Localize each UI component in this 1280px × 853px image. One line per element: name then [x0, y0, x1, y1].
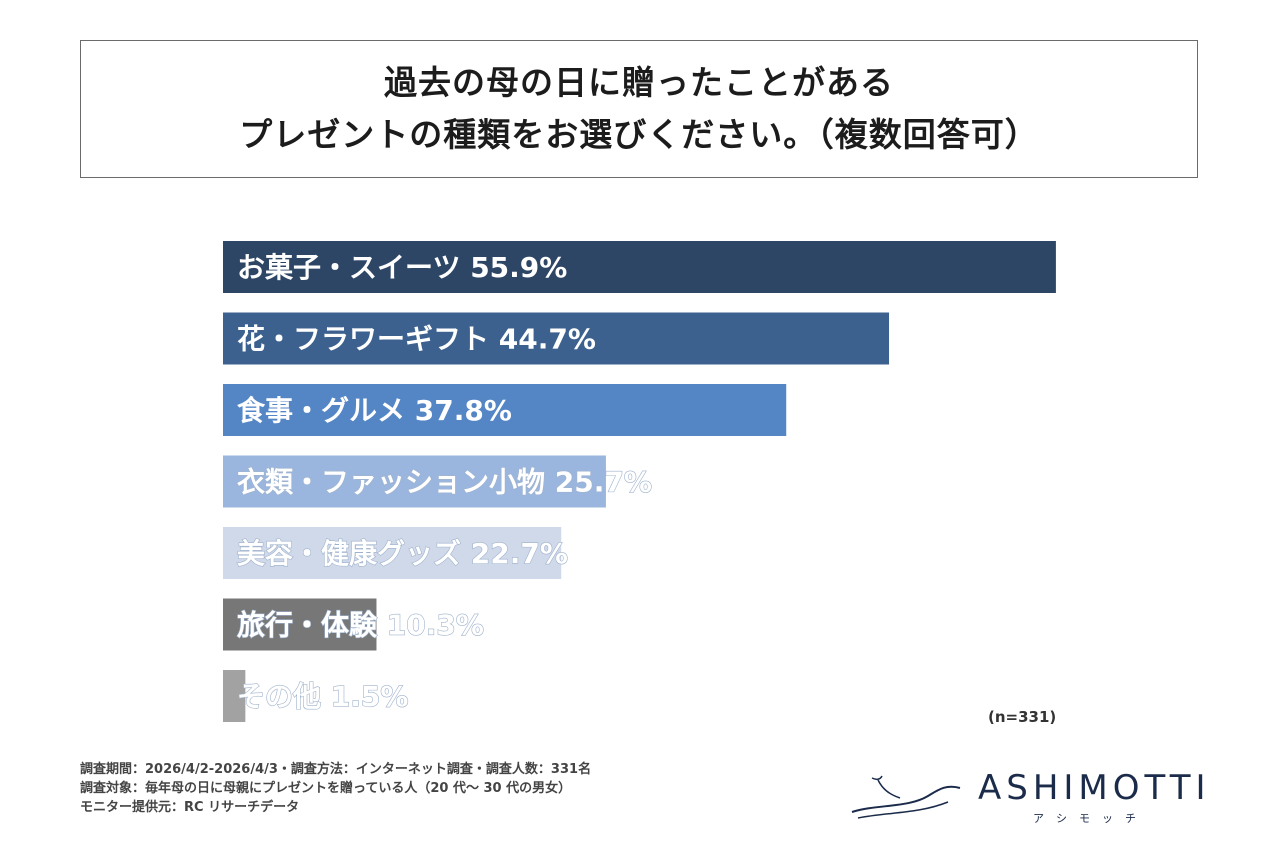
- chart-title-line-1: 過去の母の日に贈ったことがある: [384, 63, 894, 102]
- bar-7: [223, 670, 246, 722]
- title-box: 過去の母の日に贈ったことがある プレゼントの種類をお選びください。（複数回答可）: [80, 40, 1198, 178]
- bar-2: [223, 312, 890, 365]
- bar-4: [223, 455, 606, 508]
- sample-size-label: (n=331): [988, 708, 1057, 726]
- bar-6: [223, 598, 377, 651]
- bar-5: [223, 527, 562, 579]
- survey-period-note: 調査期間：2026/4/2-2026/4/3・調査方法：インターネット調査・調査…: [80, 762, 592, 777]
- logo-subtext: アシモッチ: [1033, 812, 1148, 825]
- bar-label-4: 衣類・ファッション小物 25.7%: [237, 466, 652, 499]
- bar-label-7: その他 1.5%: [237, 680, 408, 713]
- ashimotti-logo: ASHIMOTTI アシモッチ: [848, 768, 1208, 828]
- logo-wordmark: ASHIMOTTI: [978, 768, 1211, 808]
- bar-label-1: お菓子・スイーツ 55.9%: [237, 251, 567, 284]
- bar-1: [223, 241, 1056, 293]
- survey-notes: 調査期間：2026/4/2-2026/4/3・調査方法：インターネット調査・調査…: [80, 760, 591, 817]
- bar-label-5: 美容・健康グッズ 22.7%: [237, 537, 568, 570]
- survey-provider-note: モニター提供元：RC リサーチデータ: [80, 800, 300, 815]
- bar-label-6: 旅行・体験 10.3%: [237, 609, 484, 642]
- bar-label-2: 花・フラワーギフト 44.7%: [237, 323, 596, 356]
- survey-target-note: 調査対象：毎年母の日に母親にプレゼントを贈っている人（20 代～ 30 代の男女…: [80, 781, 572, 796]
- bar-3: [223, 384, 787, 436]
- foot-logo-icon: [851, 775, 961, 819]
- bar-label-3: 食事・グルメ 37.8%: [237, 394, 512, 427]
- chart-title-line-2: プレゼントの種類をお選びください。（複数回答可）: [239, 115, 1039, 154]
